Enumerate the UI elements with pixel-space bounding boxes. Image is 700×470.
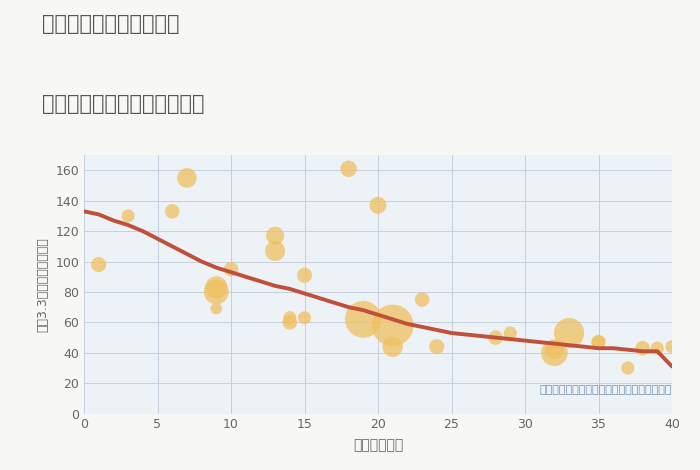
Point — [490, 334, 501, 341]
Point — [637, 345, 648, 352]
Point — [387, 343, 398, 351]
Point — [505, 329, 516, 337]
Point — [122, 212, 134, 219]
Point — [549, 346, 560, 353]
Point — [284, 319, 295, 326]
Point — [549, 349, 560, 357]
Point — [652, 345, 663, 352]
Point — [564, 329, 575, 337]
Point — [343, 165, 354, 172]
Point — [299, 314, 310, 321]
Point — [211, 288, 222, 296]
Point — [167, 208, 178, 215]
Point — [593, 338, 604, 346]
Text: 奈良県奈良市西九条町の: 奈良県奈良市西九条町の — [42, 14, 179, 34]
Point — [358, 315, 369, 323]
X-axis label: 築年数（年）: 築年数（年） — [353, 439, 403, 453]
Point — [593, 338, 604, 346]
Text: 円の大きさは、取引のあった物件面積を示す: 円の大きさは、取引のあった物件面積を示す — [540, 385, 672, 396]
Point — [270, 247, 281, 255]
Point — [622, 364, 634, 372]
Point — [181, 174, 193, 182]
Text: 築年数別中古マンション価格: 築年数別中古マンション価格 — [42, 94, 204, 114]
Point — [372, 202, 384, 209]
Point — [431, 343, 442, 351]
Point — [387, 321, 398, 329]
Point — [299, 272, 310, 279]
Point — [211, 305, 222, 313]
Point — [211, 283, 222, 291]
Point — [666, 343, 678, 351]
Point — [416, 296, 428, 303]
Point — [225, 266, 237, 273]
Point — [270, 232, 281, 239]
Point — [93, 261, 104, 268]
Y-axis label: 坪（3.3㎡）単価（万円）: 坪（3.3㎡）単価（万円） — [36, 237, 50, 332]
Point — [284, 314, 295, 321]
